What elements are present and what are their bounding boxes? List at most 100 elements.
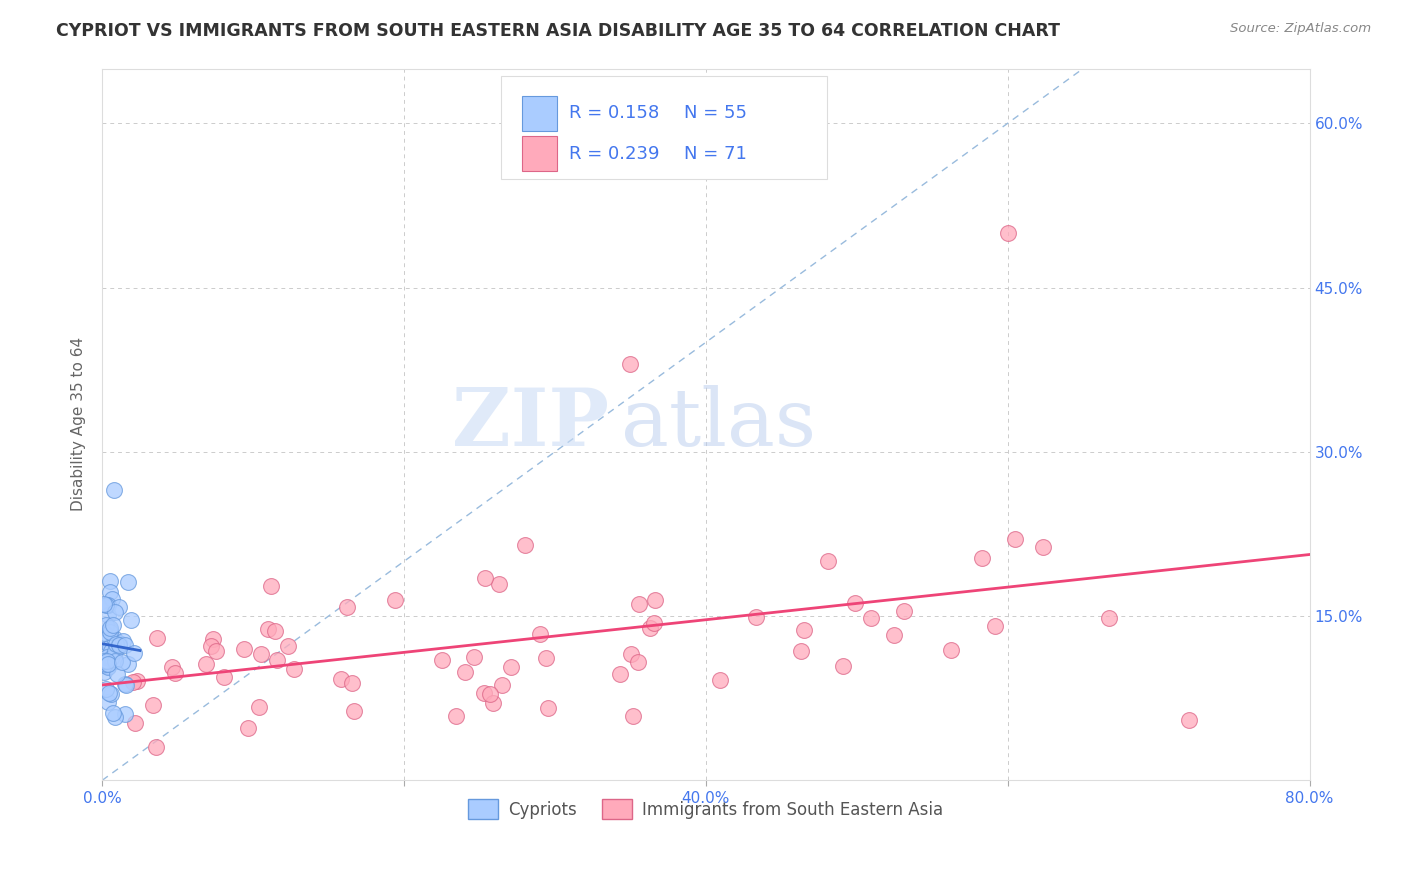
Point [108,639,131,653]
Point [103,706,125,720]
Point [97,657,120,672]
Point [983,618,1005,632]
Point [98,640,121,654]
Point [454,665,477,679]
Point [117,574,139,589]
Point [384,592,406,607]
Point [101,591,124,606]
Point [98,686,121,700]
FancyBboxPatch shape [523,96,557,131]
Point [100,644,122,658]
Point [96,650,118,665]
Point [479,687,502,701]
Point [120,613,142,627]
Point [609,666,631,681]
Point [96,681,118,696]
Point [121,675,143,690]
Point [160,659,183,673]
Point [247,699,270,714]
Point [463,650,485,665]
Point [114,678,136,692]
Text: R = 0.158: R = 0.158 [569,104,659,122]
Point [627,655,650,669]
Point [266,653,288,667]
Point [104,654,127,668]
Point [98,621,121,635]
Text: R = 0.239: R = 0.239 [569,145,659,163]
Point [200,640,222,654]
Point [790,644,813,658]
Point [529,626,551,640]
Point [145,740,167,755]
Point [340,676,363,690]
Point [709,673,731,688]
Point [844,596,866,610]
Point [336,599,359,614]
Text: CYPRIOT VS IMMIGRANTS FROM SOUTH EASTERN ASIA DISABILITY AGE 35 TO 64 CORRELATIO: CYPRIOT VS IMMIGRANTS FROM SOUTH EASTERN… [56,22,1060,40]
Point [474,571,496,585]
Y-axis label: Disability Age 35 to 64: Disability Age 35 to 64 [72,337,86,511]
Point [165,666,187,681]
Point [114,638,136,652]
Point [283,662,305,676]
Point [745,610,768,624]
Point [100,687,122,701]
Point [97,660,120,674]
Point [194,657,217,672]
Point [98,624,121,638]
Point [621,708,644,723]
Point [1178,713,1201,727]
Point [250,647,273,661]
Point [93,597,115,611]
Point [108,600,131,615]
Point [883,628,905,642]
FancyBboxPatch shape [501,76,827,178]
Point [501,659,523,673]
Point [108,636,131,650]
Point [94,657,117,671]
Point [94,618,117,632]
Text: N = 55: N = 55 [685,104,747,122]
Point [97,598,120,612]
Point [114,676,136,690]
Point [98,574,121,588]
Point [93,625,115,640]
Point [831,658,853,673]
Point [817,554,839,568]
Point [124,715,146,730]
Point [238,721,260,735]
Point [97,659,120,673]
Point [264,624,287,638]
Point [104,651,127,665]
Point [97,694,120,708]
Point [98,625,121,640]
Point [103,631,125,645]
Point [103,483,125,497]
Point [472,686,495,700]
Point [94,634,117,648]
Point [122,646,145,660]
Point [972,550,994,565]
Point [96,654,118,668]
Point [233,641,256,656]
Point [257,622,280,636]
Point [100,650,122,665]
Point [127,673,149,688]
Point [444,708,467,723]
FancyBboxPatch shape [523,136,557,171]
Point [201,632,224,646]
Point [104,644,127,658]
Point [488,577,510,591]
Point [793,624,815,638]
Legend: Cypriots, Immigrants from South Eastern Asia: Cypriots, Immigrants from South Eastern … [461,793,950,825]
Text: ZIP: ZIP [453,385,609,464]
Point [97,608,120,623]
Point [537,700,560,714]
Point [108,639,131,653]
Point [643,616,665,631]
Point [1004,533,1026,547]
Point [93,657,115,672]
Point [103,639,125,653]
Point [111,655,134,669]
Point [491,678,513,692]
